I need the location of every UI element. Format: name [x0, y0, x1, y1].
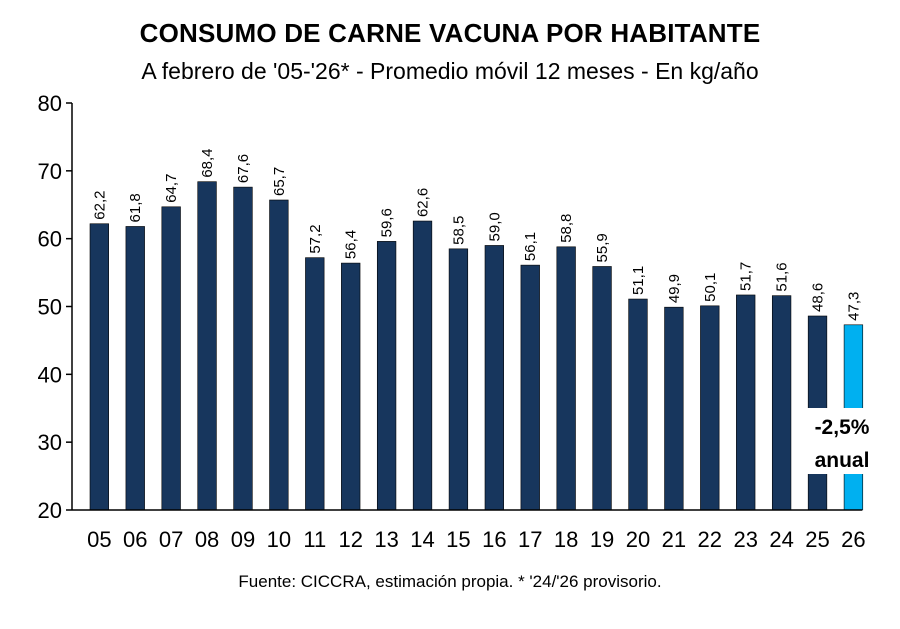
bar-14 — [412, 220, 433, 511]
y-tick-label: 80 — [38, 91, 62, 116]
value-label-25: 48,6 — [810, 283, 827, 312]
x-tick-label-17: 17 — [518, 527, 542, 552]
bar-15 — [448, 248, 469, 511]
y-axis: 20 30 40 50 60 70 80 — [38, 91, 73, 523]
value-label-20: 51,1 — [630, 266, 647, 295]
value-label-15: 58,5 — [450, 216, 467, 245]
bar-13 — [376, 241, 397, 511]
chart-title: CONSUMO DE CARNE VACUNA POR HABITANTE — [139, 18, 761, 48]
y-tick-label: 30 — [38, 430, 62, 455]
bar-11 — [305, 257, 325, 511]
bar-09 — [233, 186, 253, 511]
value-label-17: 56,1 — [522, 232, 539, 261]
bar-21 — [664, 306, 684, 511]
bar-19 — [592, 266, 612, 511]
value-label-05: 62,2 — [91, 191, 108, 220]
x-tick-label-18: 18 — [554, 527, 578, 552]
bar-05 — [89, 223, 109, 511]
x-tick-label-08: 08 — [195, 527, 219, 552]
x-tick-label-09: 09 — [231, 527, 255, 552]
value-label-09: 67,6 — [235, 154, 252, 183]
value-label-24: 51,6 — [774, 262, 791, 291]
value-label-11: 57,2 — [307, 224, 324, 253]
x-tick-label-22: 22 — [698, 527, 722, 552]
value-label-21: 49,9 — [666, 274, 683, 303]
x-tick-label-21: 21 — [662, 527, 686, 552]
x-tick-label-19: 19 — [590, 527, 614, 552]
bar-06 — [125, 226, 145, 511]
chart-subtitle: A febrero de '05-'26* - Promedio móvil 1… — [141, 58, 759, 84]
bar-24 — [771, 295, 792, 511]
x-tick-label-12: 12 — [338, 527, 362, 552]
x-tick-label-25: 25 — [805, 527, 829, 552]
bar-07 — [161, 206, 181, 511]
value-label-13: 59,6 — [379, 208, 396, 237]
chart-source: Fuente: CICCRA, estimación propia. * '24… — [238, 572, 662, 591]
annotation-background — [806, 408, 878, 474]
x-tick-label-16: 16 — [482, 527, 506, 552]
annotation-group: -2,5% anual — [806, 408, 878, 474]
value-label-26: 47,3 — [845, 292, 862, 321]
x-tick-label-24: 24 — [769, 527, 793, 552]
value-label-10: 65,7 — [271, 167, 288, 196]
bar-17 — [520, 264, 540, 511]
value-label-16: 59,0 — [486, 212, 503, 241]
bars-group — [89, 181, 864, 511]
value-label-22: 50,1 — [702, 273, 719, 302]
value-label-19: 55,9 — [594, 233, 611, 262]
bar-08 — [197, 181, 217, 511]
bar-20 — [628, 298, 648, 511]
y-tick-label: 60 — [38, 227, 62, 252]
x-tick-label-10: 10 — [267, 527, 291, 552]
x-tick-label-26: 26 — [841, 527, 865, 552]
annotation-period-label: anual — [815, 449, 870, 472]
y-tick-label: 40 — [38, 362, 62, 387]
x-tick-label-20: 20 — [626, 527, 650, 552]
bar-10 — [269, 199, 289, 511]
x-tick-label-13: 13 — [374, 527, 398, 552]
value-label-07: 64,7 — [163, 174, 180, 203]
x-tick-label-23: 23 — [733, 527, 757, 552]
x-tick-label-06: 06 — [123, 527, 147, 552]
x-tick-label-15: 15 — [446, 527, 470, 552]
bar-18 — [556, 246, 576, 511]
x-tick-label-05: 05 — [87, 527, 111, 552]
value-label-18: 58,8 — [558, 214, 575, 243]
value-labels-group: 62,2 61,8 64,7 68,4 67,6 65,7 57,2 56,4 59,6 62,6… — [91, 148, 862, 320]
value-label-12: 56,4 — [343, 230, 360, 259]
bar-16 — [484, 245, 504, 511]
x-tick-label-14: 14 — [410, 527, 434, 552]
bar-22 — [700, 305, 720, 511]
value-label-23: 51,7 — [738, 262, 755, 291]
x-axis: 05 06 07 08 09 10 11 12 13 14 15 16 17 18 19 20 21 22 23 24… — [72, 509, 866, 552]
y-tick-label: 50 — [38, 295, 62, 320]
bar-23 — [736, 294, 756, 511]
bar-12 — [341, 262, 361, 511]
annotation-change-label: -2,5% — [815, 416, 870, 439]
x-tick-label-11: 11 — [303, 527, 326, 552]
value-label-08: 68,4 — [199, 148, 216, 177]
value-label-06: 61,8 — [127, 193, 144, 222]
value-label-14: 62,6 — [415, 188, 432, 217]
y-tick-label: 70 — [38, 159, 62, 184]
y-tick-label: 20 — [38, 498, 62, 523]
x-tick-label-07: 07 — [159, 527, 183, 552]
